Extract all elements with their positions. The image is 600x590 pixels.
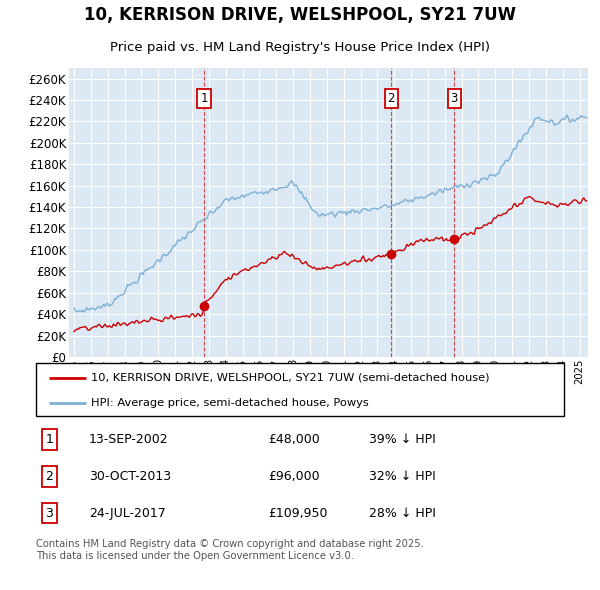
Text: 30-OCT-2013: 30-OCT-2013 [89, 470, 171, 483]
Text: £96,000: £96,000 [268, 470, 320, 483]
Text: 24-JUL-2017: 24-JUL-2017 [89, 507, 166, 520]
Text: Contains HM Land Registry data © Crown copyright and database right 2025.
This d: Contains HM Land Registry data © Crown c… [36, 539, 424, 561]
Text: 2: 2 [45, 470, 53, 483]
Text: 10, KERRISON DRIVE, WELSHPOOL, SY21 7UW (semi-detached house): 10, KERRISON DRIVE, WELSHPOOL, SY21 7UW … [91, 373, 490, 383]
Text: £109,950: £109,950 [268, 507, 328, 520]
Text: 32% ↓ HPI: 32% ↓ HPI [368, 470, 436, 483]
Text: 3: 3 [451, 91, 458, 104]
Text: 10, KERRISON DRIVE, WELSHPOOL, SY21 7UW: 10, KERRISON DRIVE, WELSHPOOL, SY21 7UW [84, 6, 516, 24]
Text: 39% ↓ HPI: 39% ↓ HPI [368, 433, 436, 446]
Text: 1: 1 [200, 91, 208, 104]
Text: 28% ↓ HPI: 28% ↓ HPI [368, 507, 436, 520]
Text: 1: 1 [45, 433, 53, 446]
Text: HPI: Average price, semi-detached house, Powys: HPI: Average price, semi-detached house,… [91, 398, 369, 408]
Text: 3: 3 [45, 507, 53, 520]
Text: £48,000: £48,000 [268, 433, 320, 446]
FancyBboxPatch shape [36, 363, 564, 416]
Text: 13-SEP-2002: 13-SEP-2002 [89, 433, 169, 446]
Text: 2: 2 [388, 91, 395, 104]
Text: Price paid vs. HM Land Registry's House Price Index (HPI): Price paid vs. HM Land Registry's House … [110, 41, 490, 54]
